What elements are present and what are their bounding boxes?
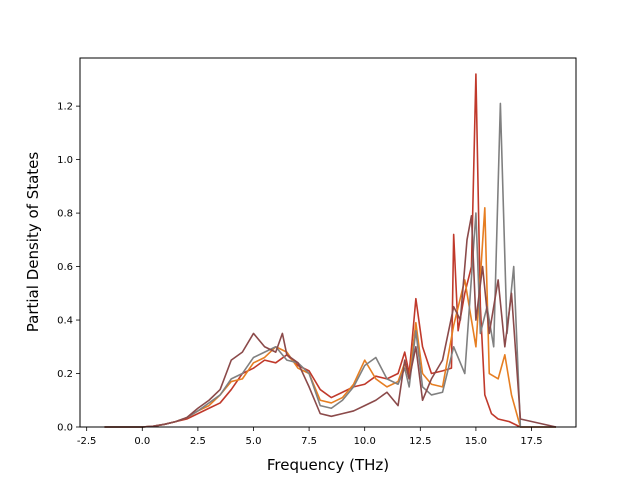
x-tick-label: 17.5 xyxy=(520,436,542,447)
x-tick-label: -2.5 xyxy=(77,436,97,447)
plot-area xyxy=(79,57,577,428)
x-tick-label: 0.0 xyxy=(134,436,150,447)
x-tick-label: 5.0 xyxy=(246,436,262,447)
y-tick-label: 0.2 xyxy=(57,369,73,380)
x-axis-ticks: -2.5 0.0 2.5 5.0 7.5 10.0 12.5 15.0 17.5 xyxy=(77,427,543,447)
x-axis-label: Frequency (THz) xyxy=(267,456,389,474)
x-tick-label: 15.0 xyxy=(465,436,487,447)
x-tick-label: 2.5 xyxy=(190,436,206,447)
series-line-3 xyxy=(104,102,556,428)
x-tick-label: 12.5 xyxy=(409,436,431,447)
y-tick-label: 0.6 xyxy=(57,262,73,273)
axes-frame xyxy=(79,57,577,428)
y-tick-label: 1.0 xyxy=(57,155,73,166)
y-tick-label: 0.0 xyxy=(57,423,73,434)
x-tick-label: 10.0 xyxy=(354,436,376,447)
y-tick-label: 1.2 xyxy=(57,102,73,113)
series-line-4 xyxy=(104,214,557,428)
x-tick-label: 7.5 xyxy=(301,436,317,447)
y-axis-ticks: 0.0 0.2 0.4 0.6 0.8 1.0 1.2 xyxy=(57,102,80,434)
y-tick-label: 0.8 xyxy=(57,209,73,220)
series-line-1 xyxy=(104,73,556,428)
series-line-2 xyxy=(104,206,556,428)
y-tick-label: 0.4 xyxy=(57,316,73,327)
series-layer xyxy=(104,73,557,428)
y-axis-label: Partial Density of States xyxy=(24,152,42,333)
